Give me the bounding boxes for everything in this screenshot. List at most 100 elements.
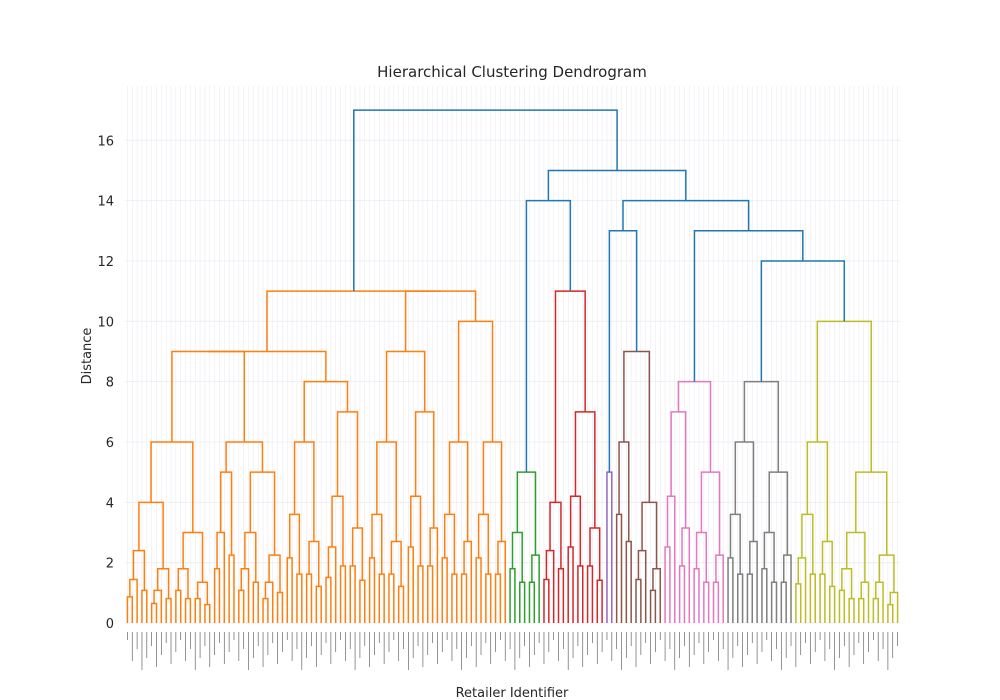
dendrogram-link (397, 585, 405, 623)
dendrogram-link (838, 589, 846, 623)
dendrogram-link (700, 471, 721, 556)
dendrogram-link (608, 230, 638, 473)
dendrogram-link (649, 589, 657, 623)
dendrogram-link (252, 581, 259, 623)
dendrogram-link (557, 567, 565, 623)
dendrogram-link (887, 603, 894, 623)
dendrogram-links (126, 109, 899, 623)
dendrogram-link (485, 573, 492, 623)
dendrogram-link (182, 531, 204, 583)
dendrogram-link (244, 531, 257, 583)
dendrogram-link (138, 501, 164, 569)
dendrogram-link (451, 573, 458, 623)
dendrogram-link (475, 557, 482, 623)
dendrogram-link (734, 441, 755, 542)
dendrogram-link (153, 589, 163, 623)
dendrogram-link (228, 554, 235, 623)
dendrogram-link (749, 540, 758, 623)
dendrogram-link (528, 581, 536, 623)
dendrogram-link (390, 540, 402, 587)
dendrogram-link (194, 597, 201, 623)
dendrogram-link (693, 567, 700, 623)
dendrogram-link (276, 591, 284, 623)
dendrogram-link (126, 596, 134, 623)
y-tick-label: 12 (97, 255, 114, 270)
dendrogram-link (889, 591, 899, 623)
dendrogram-link (150, 602, 158, 623)
dendrogram-link (165, 597, 172, 623)
x-axis-label: Retailer Identifier (456, 686, 569, 700)
dendrogram-link (213, 567, 221, 623)
dendrogram-link (606, 471, 613, 623)
dendrogram-link (494, 573, 502, 623)
dendrogram-link (712, 581, 720, 623)
dendrogram-link (664, 546, 671, 623)
y-tick-label: 6 (106, 436, 114, 451)
dendrogram-link (426, 565, 434, 623)
dendrogram-link (596, 579, 603, 623)
dendrogram-link (549, 501, 562, 569)
dendrogram-link (695, 531, 707, 583)
dendrogram-link (240, 567, 250, 623)
dendrogram-link (266, 290, 441, 352)
dendrogram-link (196, 581, 209, 605)
dendrogram-link (410, 495, 422, 566)
dendrogram-link (770, 581, 778, 623)
dendrogram-link (860, 581, 870, 623)
dendrogram-link (727, 557, 734, 623)
dendrogram-link (414, 411, 435, 528)
x-axis-leaf-labels (127, 632, 898, 670)
y-axis-ticks: 0 2 4 6 8 10 12 14 16 (97, 134, 114, 632)
dendrogram-link (678, 565, 686, 623)
dendrogram-link (554, 290, 586, 503)
dendrogram-link (729, 513, 741, 575)
y-tick-label: 10 (97, 315, 114, 330)
dendrogram-link (208, 350, 327, 382)
dendrogram-link (574, 411, 596, 528)
dendrogram-link (327, 546, 337, 623)
dendrogram-link (353, 109, 618, 292)
y-tick-label: 8 (106, 376, 114, 391)
dendrogram-link (715, 554, 724, 623)
dendrogram-link (460, 573, 468, 623)
dendrogram-link (368, 557, 376, 623)
dendrogram-link (429, 527, 439, 623)
dendrogram-link (641, 501, 658, 569)
dendrogram-link (331, 495, 344, 566)
dendrogram-link (407, 546, 414, 623)
dendrogram-link (325, 576, 332, 623)
dendrogram-link (443, 513, 456, 575)
dendrogram-link (288, 513, 301, 575)
dendrogram-link (238, 589, 245, 623)
dendrogram-link (184, 597, 192, 623)
dendrogram-link (666, 495, 676, 623)
dendrogram-link (376, 441, 397, 542)
dendrogram-link (783, 554, 792, 623)
dendrogram-link (637, 549, 647, 623)
dendrogram-link (225, 441, 264, 473)
dendrogram-link (875, 581, 884, 623)
dendrogram-link (204, 603, 211, 623)
dendrogram-link (175, 589, 182, 623)
dendrogram-link (693, 230, 804, 382)
dendrogram-link (848, 597, 855, 623)
dendrogram-link (519, 581, 526, 623)
dendrogram-link (760, 260, 846, 382)
dendrogram-link (219, 471, 233, 556)
dendrogram-link (141, 589, 148, 623)
dendrogram-link (703, 581, 710, 623)
dendrogram-link (531, 554, 540, 623)
dendrogram-link (677, 380, 712, 473)
dendrogram-link (567, 546, 574, 623)
dendrogram-link (547, 169, 687, 201)
dendrogram-link (589, 527, 601, 581)
dendrogram-link (615, 513, 623, 623)
y-tick-label: 2 (106, 557, 114, 572)
dendrogram-link (652, 567, 661, 623)
dendrogram-link (543, 578, 550, 623)
dendrogram-link (216, 531, 226, 623)
dendrogram-link (264, 581, 274, 623)
dendrogram-link (296, 573, 303, 623)
dendrogram-link (525, 199, 572, 473)
dendrogram-link (129, 578, 138, 623)
